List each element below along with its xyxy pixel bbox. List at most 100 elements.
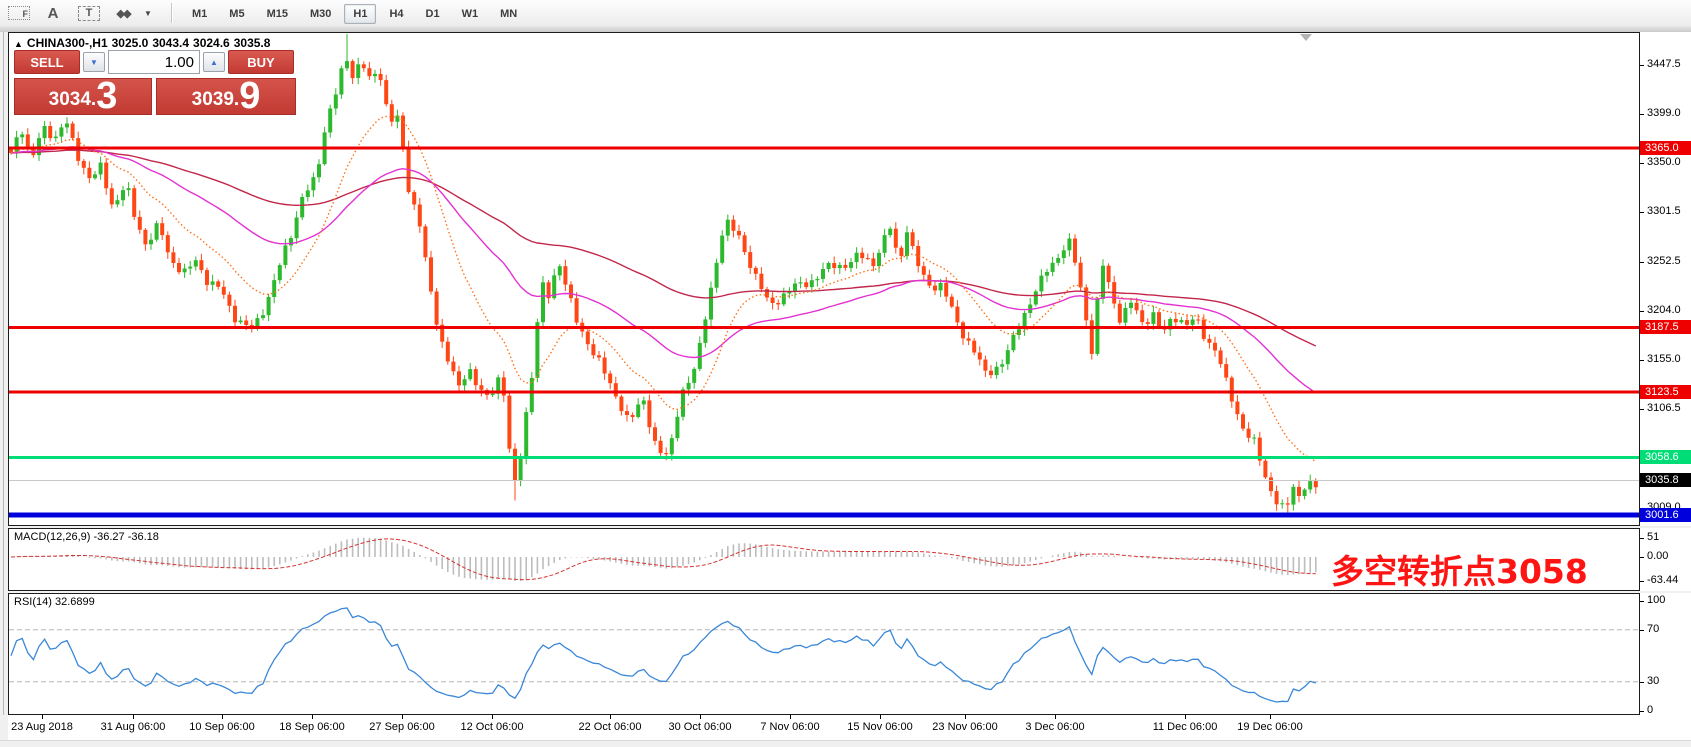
- macd-tick-label: 51: [1647, 530, 1660, 543]
- date-axis-tick: [790, 715, 791, 719]
- date-label: 18 Sep 06:00: [279, 721, 345, 733]
- date-label: 30 Oct 06:00: [668, 721, 732, 733]
- price-tick-label: 3399.0: [1647, 106, 1681, 119]
- timeframe-button-M30[interactable]: M30: [309, 8, 332, 20]
- ohlc-close: 3035.8: [233, 36, 271, 50]
- rsi-tick-label: 30: [1647, 674, 1660, 687]
- date-axis-tick: [610, 715, 611, 719]
- collapse-triangle-icon[interactable]: ▲: [14, 39, 23, 49]
- volume-input[interactable]: [108, 50, 200, 74]
- toolbar: F A T ◆◆ ▼ M1 M5 M15 M30 H1 H4 D1 W1 MN: [0, 0, 1691, 27]
- price-badge-3123.5: 3123.5: [1640, 384, 1691, 399]
- price-axis-tick: [1640, 409, 1644, 411]
- price-badge-3058.6: 3058.6: [1640, 450, 1691, 465]
- window-left-edge: [0, 32, 8, 740]
- sell-price-big-digit: 3: [96, 75, 118, 117]
- timeframe-button-H1[interactable]: H1: [344, 4, 377, 24]
- date-axis-tick: [1055, 715, 1056, 719]
- date-label: 27 Sep 06:00: [369, 721, 435, 733]
- timeframe-button-M15[interactable]: M15: [266, 8, 288, 20]
- date-label: 11 Dec 06:00: [1152, 721, 1218, 733]
- macd-tick-label: -63.44: [1647, 573, 1679, 586]
- buy-price-big-digit: 9: [239, 75, 261, 117]
- ma-110-line: [10, 149, 1317, 347]
- date-axis-tick: [1270, 715, 1271, 719]
- date-axis-tick: [492, 715, 493, 719]
- panel-splitter-macd-rsi[interactable]: [8, 591, 1691, 593]
- date-label: 10 Sep 06:00: [189, 721, 255, 733]
- price-axis: 3447.5 3399.0 3350.0 3301.5 3252.5 3204.0 3155…: [1640, 32, 1691, 526]
- buy-price[interactable]: 3039. 9: [156, 75, 296, 117]
- symbol-timeframe: CHINA300-,H1: [26, 36, 108, 50]
- date-axis-tick: [880, 715, 881, 719]
- macd-label: MACD(12,26,9) -36.27 -36.18: [14, 531, 159, 543]
- date-axis-tick: [402, 715, 403, 719]
- date-label: 31 Aug 06:00: [100, 721, 166, 733]
- candlestick-plot[interactable]: [9, 33, 1639, 525]
- date-label: 23 Aug 2018: [11, 721, 73, 733]
- date-axis-tick: [133, 715, 134, 719]
- date-label: 22 Oct 06:00: [578, 721, 642, 733]
- ohlc-high: 3043.4: [152, 36, 190, 50]
- macd-axis-tick: [1640, 537, 1644, 539]
- sell-price[interactable]: 3034. 3: [14, 75, 152, 117]
- toolbar-separator: [171, 3, 173, 23]
- chart-title: ▲ CHINA300-,H1 3025.0 3043.4 3024.6 3035.8: [14, 36, 274, 50]
- macd-axis: 51 0.00 -63.44: [1640, 528, 1691, 591]
- rsi-axis-tick: [1640, 711, 1644, 712]
- cursor-a-icon[interactable]: A: [47, 4, 59, 22]
- price-axis-tick: [1640, 310, 1644, 312]
- macd-axis-tick: [1640, 580, 1644, 582]
- buy-button[interactable]: BUY: [228, 50, 294, 74]
- rsi-axis-tick: [1640, 629, 1644, 631]
- volume-increase-button[interactable]: ▲: [203, 52, 225, 72]
- annotation-text: 多空转折点3058: [1331, 552, 1588, 591]
- chart-shift-marker[interactable]: [1300, 34, 1312, 41]
- price-tick-label: 3350.0: [1647, 156, 1681, 169]
- price-tick-label: 3252.5: [1647, 254, 1681, 267]
- price-axis-tick: [1640, 64, 1644, 66]
- timeframe-button-D1[interactable]: D1: [425, 8, 440, 20]
- text-label-icon[interactable]: T: [78, 5, 100, 21]
- date-label: 3 Dec 06:00: [1025, 721, 1085, 733]
- timeframe-button-MN[interactable]: MN: [500, 8, 518, 20]
- date-axis-tick: [700, 715, 701, 719]
- rsi-tick-label: 70: [1647, 622, 1660, 635]
- panel-splitter-main-macd[interactable]: [8, 526, 1691, 528]
- objects-icon[interactable]: ◆◆: [116, 7, 132, 20]
- price-axis-tick: [1640, 113, 1644, 115]
- date-axis-tick: [42, 715, 43, 719]
- price-badge-3365.0: 3365.0: [1640, 141, 1691, 155]
- one-click-trading-panel: SELL ▼ ▲ BUY 3034.3 3039.9: [14, 50, 302, 115]
- rsi-axis: 100 70 30 0: [1640, 593, 1691, 715]
- date-axis-tick: [965, 715, 966, 719]
- rsi-tick-label: 0: [1647, 704, 1654, 715]
- price-badge-3035.8: 3035.8: [1640, 473, 1691, 488]
- timeframe-button-M1[interactable]: M1: [192, 8, 208, 20]
- macd-axis-tick: [1640, 557, 1644, 558]
- date-axis[interactable]: 23 Aug 2018 31 Aug 06:00 10 Sep 06:00 18 Se…: [8, 715, 1691, 740]
- rsi-plot: [9, 607, 1639, 703]
- macd-panel[interactable]: MACD(12,26,9) -36.27 -36.18 多空转折点3058: [8, 528, 1640, 591]
- objects-dropdown-icon[interactable]: ▼: [144, 8, 152, 18]
- rsi-axis-tick: [1640, 601, 1644, 602]
- indicators-grid-icon[interactable]: F: [8, 6, 30, 20]
- main-chart-panel[interactable]: ▲ CHINA300-,H1 3025.0 3043.4 3024.6 3035.8 SE…: [8, 32, 1640, 526]
- volume-decrease-button[interactable]: ▼: [83, 52, 105, 72]
- timeframe-button-H4[interactable]: H4: [389, 8, 404, 20]
- timeframe-button-W1[interactable]: W1: [461, 8, 479, 20]
- sell-button[interactable]: SELL: [14, 50, 80, 74]
- date-axis-tick: [1185, 715, 1186, 719]
- rsi-axis-tick: [1640, 681, 1644, 683]
- price-tick-label: 3204.0: [1647, 303, 1681, 316]
- timeframe-button-M5[interactable]: M5: [229, 8, 245, 20]
- ohlc-low: 3024.6: [193, 36, 230, 50]
- macd-plot: [10, 537, 1317, 582]
- rsi-tick-label: 100: [1647, 594, 1666, 606]
- macd-tick-label: 0.00: [1647, 550, 1669, 562]
- price-axis-tick: [1640, 360, 1644, 362]
- date-label: 7 Nov 06:00: [760, 721, 820, 733]
- price-badge-3001.6: 3001.6: [1640, 507, 1691, 522]
- macd-histogram: [15, 537, 1317, 582]
- rsi-panel[interactable]: RSI(14) 32.6899: [8, 593, 1640, 715]
